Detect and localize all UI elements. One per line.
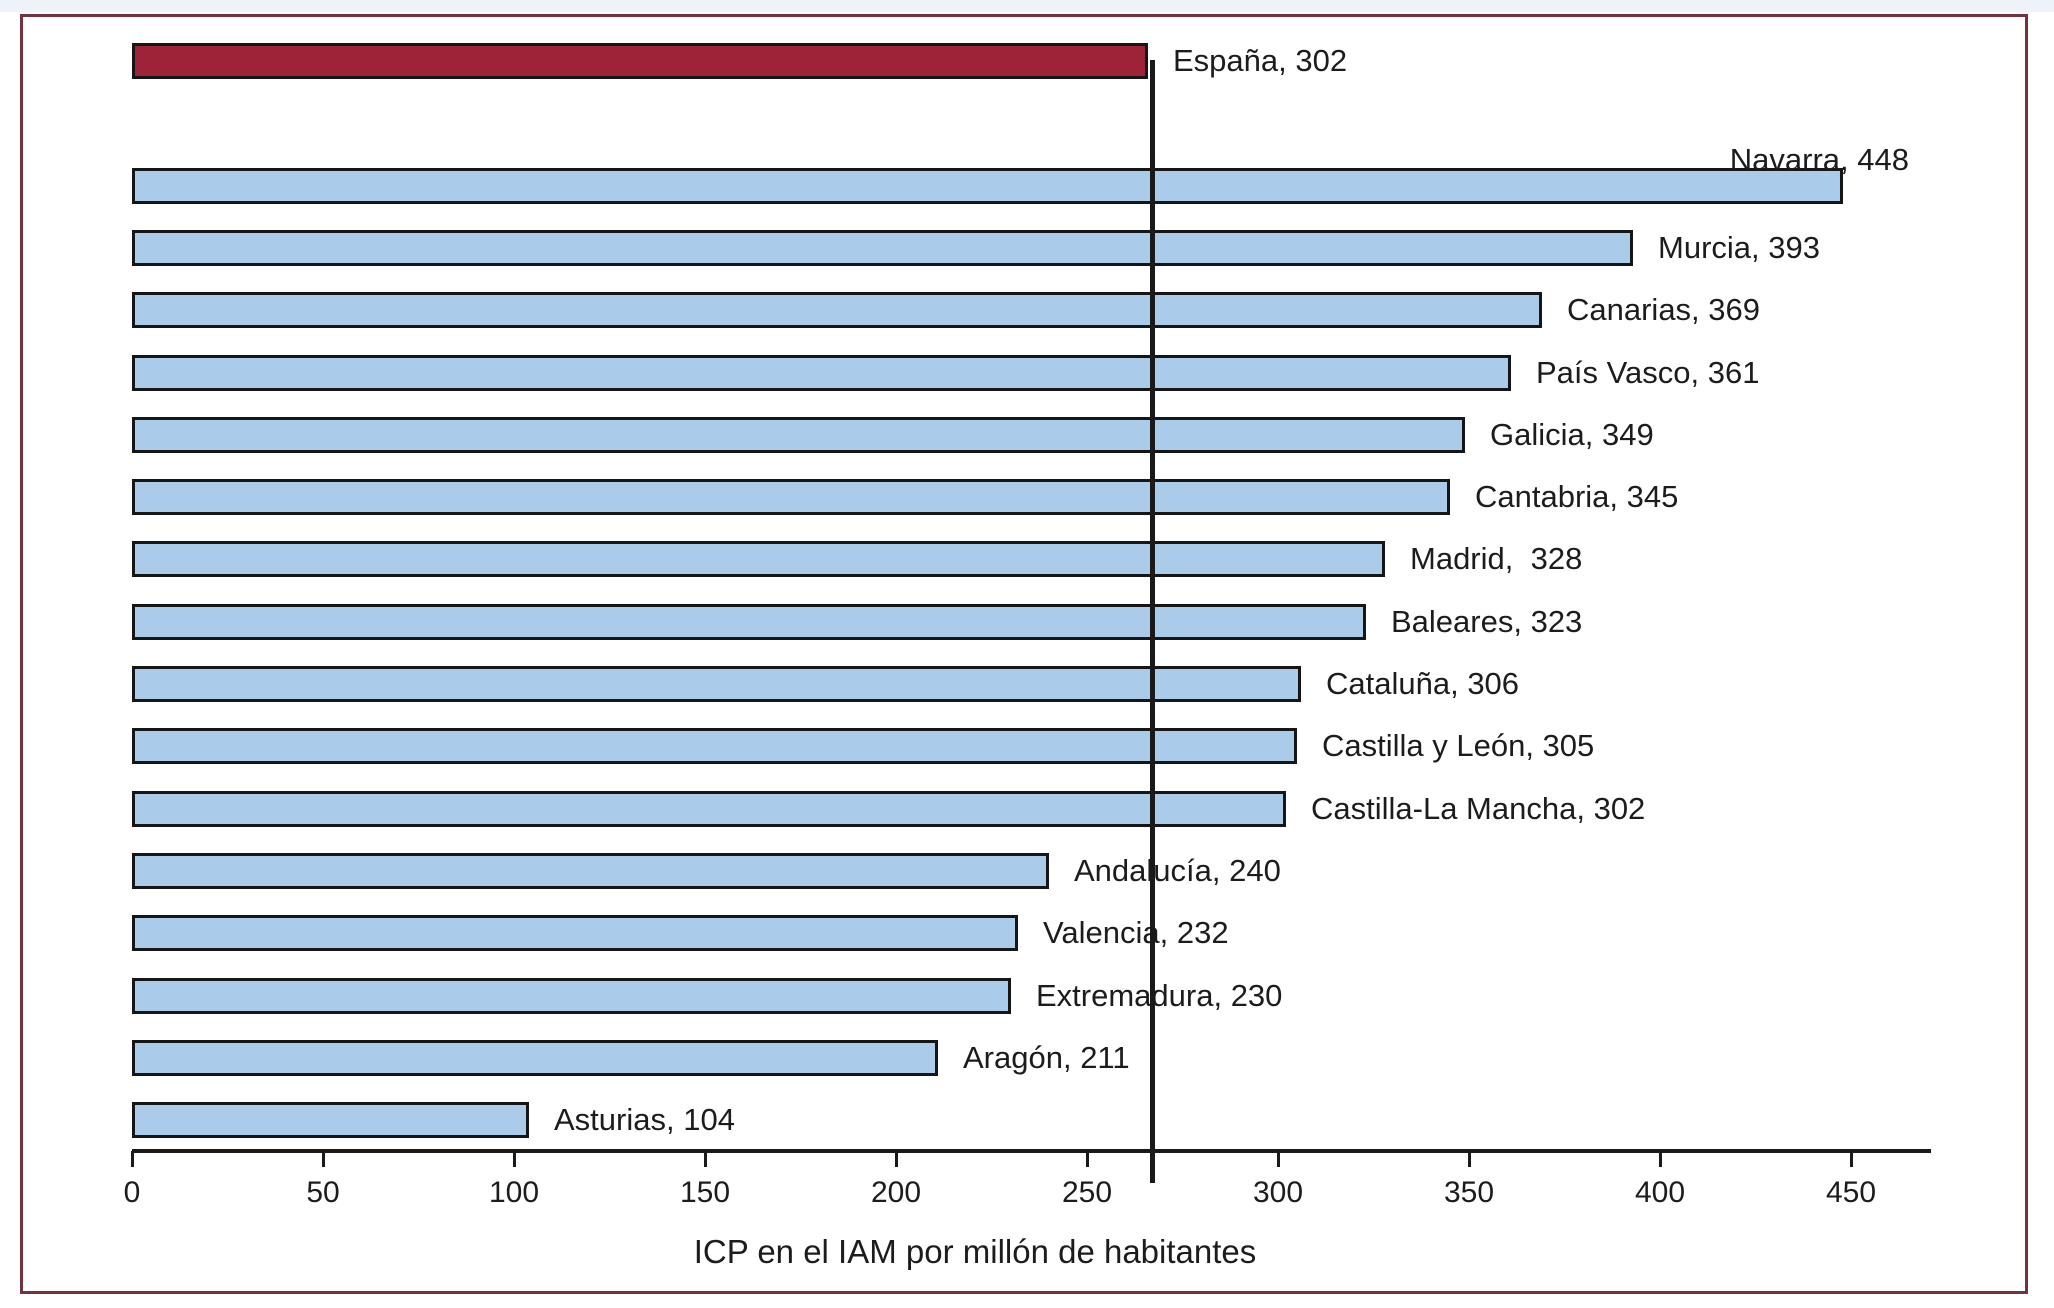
x-tick-label-50: 50 xyxy=(306,1176,340,1209)
bar-label-pais-vasco: País Vasco, 361 xyxy=(1536,354,1760,390)
x-tick-0 xyxy=(131,1151,134,1167)
x-tick-300 xyxy=(1277,1151,1280,1167)
bar-label-asturias: Asturias, 104 xyxy=(554,1102,735,1138)
bar-madrid xyxy=(132,541,1385,578)
x-tick-100 xyxy=(513,1151,516,1167)
bar-murcia xyxy=(132,229,1633,266)
bar-label-castilla-y-leon: Castilla y León, 305 xyxy=(1322,728,1595,764)
figure-frame xyxy=(20,14,2028,1294)
x-tick-150 xyxy=(704,1151,707,1167)
x-tick-label-200: 200 xyxy=(870,1176,922,1209)
bar-valencia xyxy=(132,915,1018,952)
bar-label-cantabria: Cantabria, 345 xyxy=(1475,479,1679,515)
bar-espana xyxy=(132,43,1148,79)
bar-label-extremadura: Extremadura, 230 xyxy=(1036,977,1283,1013)
bar-label-galicia: Galicia, 349 xyxy=(1490,416,1654,452)
bar-castilla-la-mancha xyxy=(132,790,1286,827)
bar-navarra xyxy=(132,167,1843,204)
x-tick-label-400: 400 xyxy=(1634,1176,1686,1209)
bar-asturias xyxy=(132,1102,529,1139)
bar-baleares xyxy=(132,603,1366,640)
bar-label-canarias: Canarias, 369 xyxy=(1567,292,1761,328)
x-tick-label-350: 350 xyxy=(1443,1176,1495,1209)
bar-label-aragon: Aragón, 211 xyxy=(963,1039,1130,1075)
page-edge-tint xyxy=(0,0,2054,12)
bar-label-andalucia: Andalucía, 240 xyxy=(1074,852,1281,888)
x-tick-400 xyxy=(1659,1151,1662,1167)
x-tick-label-450: 450 xyxy=(1825,1176,1877,1209)
bar-pais-vasco xyxy=(132,354,1511,391)
bar-label-espana: España, 302 xyxy=(1173,43,1348,78)
x-tick-label-250: 250 xyxy=(1061,1176,1113,1209)
bar-label-valencia: Valencia, 232 xyxy=(1043,915,1229,951)
bar-cataluna xyxy=(132,666,1301,702)
bar-label-baleares: Baleares, 323 xyxy=(1391,603,1583,639)
x-tick-250 xyxy=(1086,1151,1089,1167)
bar-castilla-y-leon xyxy=(132,728,1297,765)
x-tick-label-100: 100 xyxy=(488,1176,540,1209)
x-tick-350 xyxy=(1468,1151,1471,1167)
x-axis-title: ICP en el IAM por millón de habitantes xyxy=(693,1233,1257,1270)
x-tick-label-0: 0 xyxy=(123,1176,141,1209)
bar-aragon xyxy=(132,1039,938,1076)
bar-extremadura xyxy=(132,977,1011,1014)
bar-label-castilla-la-mancha: Castilla-La Mancha, 302 xyxy=(1311,790,1646,826)
x-tick-label-300: 300 xyxy=(1252,1176,1304,1209)
bar-galicia xyxy=(132,416,1465,453)
bar-cantabria xyxy=(132,479,1450,516)
x-tick-200 xyxy=(895,1151,898,1167)
reference-line xyxy=(1150,60,1155,1183)
x-axis-line xyxy=(132,1149,1931,1153)
bar-canarias xyxy=(132,292,1542,329)
bar-label-murcia: Murcia, 393 xyxy=(1658,229,1820,265)
bar-label-cataluna: Cataluña, 306 xyxy=(1326,666,1520,701)
x-tick-label-150: 150 xyxy=(679,1176,731,1209)
x-tick-450 xyxy=(1850,1151,1853,1167)
bar-label-madrid: Madrid, 328 xyxy=(1410,541,1583,577)
bar-andalucia xyxy=(132,852,1049,889)
bar-label-navarra: Navarra, 448 xyxy=(1729,141,1909,177)
x-tick-50 xyxy=(322,1151,325,1167)
